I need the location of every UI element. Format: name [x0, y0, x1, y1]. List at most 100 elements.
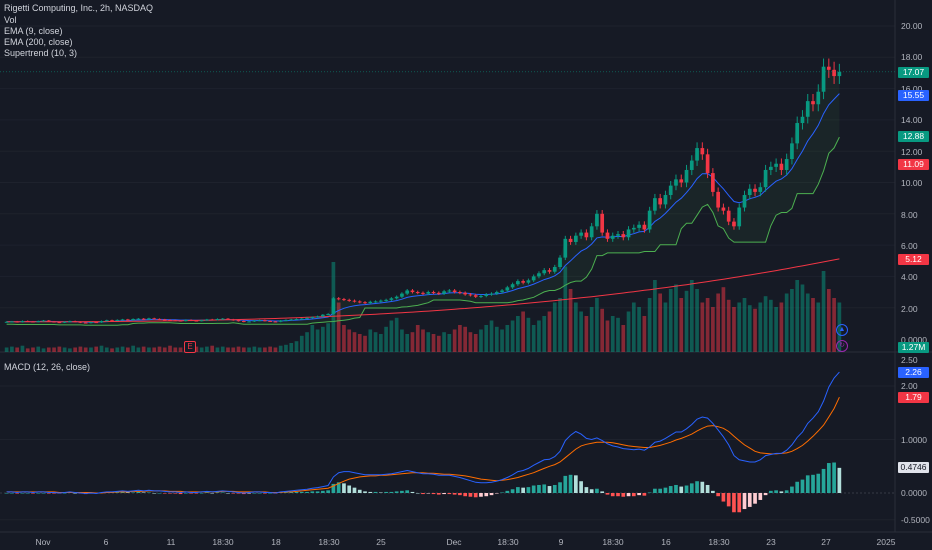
volume-bar: [531, 325, 536, 352]
macd-histogram-bar: [726, 493, 731, 507]
macd-histogram-bar: [521, 487, 525, 493]
macd-histogram-bar: [378, 492, 383, 493]
candle-body: [711, 173, 715, 192]
macd-histogram-bar: [252, 493, 257, 494]
candle-body: [110, 320, 114, 322]
macd-histogram-bar: [15, 493, 20, 494]
legend-macd[interactable]: MACD (12, 26, close): [4, 362, 91, 372]
volume-bar: [226, 347, 230, 352]
candle-body: [505, 287, 510, 291]
volume-bar: [521, 311, 525, 352]
candle-body: [405, 290, 410, 294]
volume-bar: [674, 284, 678, 352]
macd-histogram-bar: [442, 493, 446, 495]
volume-bar: [484, 325, 489, 352]
candle-body: [126, 319, 130, 321]
signal-tag: 1.79: [898, 392, 929, 403]
macd-histogram-bar: [284, 492, 288, 493]
candle-body: [357, 301, 362, 303]
candle-body: [510, 284, 515, 288]
candle-body: [500, 290, 504, 293]
macd-histogram-bar: [558, 482, 562, 493]
candle-body: [805, 101, 810, 117]
candle-body: [447, 290, 452, 292]
candle-body: [115, 319, 120, 321]
volume-bar: [732, 307, 736, 352]
candle-body: [452, 290, 457, 293]
price-tick: 2.00: [901, 304, 918, 314]
legend-supertrend[interactable]: Supertrend (10, 3): [4, 48, 78, 58]
volume-bar: [568, 289, 573, 352]
macd-histogram-bar: [41, 493, 46, 494]
macd-histogram-bar: [126, 492, 130, 493]
alert-icon[interactable]: ▲: [836, 324, 848, 336]
candle-body: [695, 148, 699, 161]
volume-bar: [52, 347, 56, 352]
macd-histogram-bar: [653, 488, 657, 493]
candle-body: [326, 313, 330, 315]
candle-body: [579, 232, 583, 236]
candle-body: [458, 292, 462, 294]
candle-body: [637, 224, 641, 228]
volume-bar: [73, 347, 77, 352]
volume-bar: [326, 323, 330, 352]
candle-body: [542, 270, 547, 274]
volume-bar: [500, 329, 504, 352]
volume-bar: [516, 316, 520, 352]
candle-body: [626, 229, 631, 238]
candle-body: [168, 319, 172, 321]
symbol-title[interactable]: Rigetti Computing, Inc., 2h, NASDAQ: [4, 3, 154, 13]
macd-histogram-bar: [120, 491, 125, 493]
volume-bar: [352, 332, 357, 352]
macd-histogram-bar: [141, 492, 146, 493]
candle-body: [31, 321, 35, 323]
macd-histogram-bar: [695, 481, 699, 493]
candle-body: [705, 154, 710, 174]
volume-bar: [621, 325, 626, 352]
candle-body: [199, 320, 204, 322]
x-tick: 18:30: [497, 537, 519, 547]
volume-bar: [784, 293, 789, 352]
volume-bar: [805, 293, 810, 352]
candle-body: [263, 320, 267, 322]
replay-icon[interactable]: ↻: [836, 340, 848, 352]
earnings-icon[interactable]: E: [184, 341, 196, 353]
volume-bar: [668, 289, 673, 352]
volume-bar: [653, 280, 657, 352]
x-tick: 23: [766, 537, 776, 547]
volume-bar: [315, 329, 320, 352]
candle-body: [726, 210, 731, 222]
legend-vol[interactable]: Vol: [4, 15, 17, 25]
candle-body: [247, 321, 251, 323]
candle-body: [46, 320, 51, 322]
candle-body: [305, 317, 309, 319]
macd-histogram-bar: [183, 493, 188, 494]
candle-body: [315, 316, 320, 318]
legend-ema200[interactable]: EMA (200, close): [4, 37, 73, 47]
candle-body: [136, 318, 141, 320]
legend-ema9[interactable]: EMA (9, close): [4, 26, 63, 36]
macd-histogram-bar: [136, 491, 141, 493]
volume-bar: [684, 290, 689, 352]
macd-histogram-bar: [10, 493, 14, 494]
candle-body: [352, 300, 357, 302]
volume-bar: [832, 298, 836, 352]
macd-histogram-bar: [658, 488, 663, 493]
candle-body: [610, 235, 615, 239]
macd-histogram-bar: [458, 493, 462, 496]
candle-body: [684, 169, 689, 183]
volume-bar: [489, 320, 494, 352]
volume-bar: [394, 317, 399, 352]
macd-histogram-bar: [468, 493, 473, 497]
x-tick: 18:30: [708, 537, 730, 547]
macd-histogram-bar: [795, 481, 800, 493]
volume-bar: [589, 307, 594, 352]
macd-histogram-bar: [162, 493, 167, 494]
macd-histogram-bar: [742, 493, 747, 510]
candle-body: [547, 270, 552, 272]
candle-body: [616, 234, 620, 236]
macd-histogram-bar: [621, 493, 626, 497]
candle-body: [25, 321, 30, 323]
volume-bar: [68, 348, 72, 352]
